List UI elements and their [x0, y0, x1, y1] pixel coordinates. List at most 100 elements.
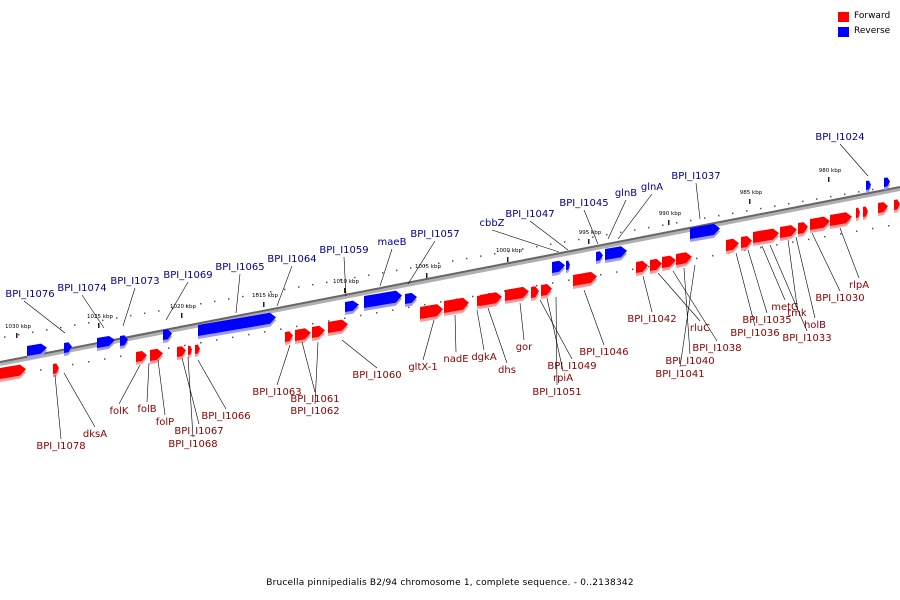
label-bpi-i1051: BPI_I1051	[532, 387, 581, 398]
tick-mark	[181, 313, 183, 318]
label-folk: folK	[110, 406, 129, 417]
leader-line	[761, 245, 786, 301]
label-bpi-i1069: BPI_I1069	[163, 270, 212, 281]
scale-dot	[536, 284, 538, 287]
leader-line	[672, 270, 718, 342]
reverse-gene-9	[552, 260, 565, 273]
label-metg: metG	[771, 302, 799, 313]
scale-dot	[158, 310, 160, 312]
scale-dot	[648, 226, 650, 229]
forward-gene-31	[863, 206, 868, 217]
label-bpi-i1024: BPI_I1024	[815, 132, 864, 143]
leader-line	[23, 300, 66, 334]
backbone-shadow	[0, 187, 900, 366]
scale-dot	[504, 290, 506, 292]
scale-dot	[270, 291, 272, 293]
tick-label: 990 kbp	[659, 211, 682, 217]
tick-label: 1005 kbp	[415, 264, 441, 270]
scale-dot	[18, 333, 20, 336]
legend: Forward Reverse	[838, 9, 890, 39]
tick-mark	[507, 257, 509, 262]
tick-mark	[426, 273, 428, 278]
scale-dot	[616, 271, 618, 273]
scale-dot	[824, 235, 826, 238]
scale-dot	[578, 238, 580, 241]
scale-dot	[480, 255, 482, 257]
label-dgka: dgkA	[471, 352, 496, 363]
leader-line	[555, 296, 558, 386]
tick-mark	[588, 239, 590, 244]
scale-dot	[760, 207, 762, 210]
forward-gene-12	[444, 297, 469, 313]
scale-dot	[344, 317, 346, 320]
scale-dot	[424, 264, 426, 267]
label-bpi-i1046: BPI_I1046	[579, 347, 628, 358]
scale-dot	[116, 317, 118, 319]
label-folp: folP	[156, 417, 174, 428]
reverse-gene-14	[866, 180, 871, 190]
scale-dot	[184, 344, 186, 347]
forward-gene-6	[195, 344, 200, 354]
scale-dot	[600, 274, 602, 276]
scale-dot	[788, 203, 790, 205]
label-bpi-i1038: BPI_I1038	[692, 343, 741, 354]
forward-gene-19	[636, 260, 648, 273]
label-bpi-i1073: BPI_I1073	[110, 276, 159, 287]
scale-dot	[88, 322, 90, 324]
backbone-line	[0, 186, 900, 363]
scale-dot	[606, 233, 608, 236]
leader-line	[487, 307, 508, 364]
leader-line	[695, 182, 701, 220]
scale-dot	[410, 267, 412, 269]
leader-line	[301, 341, 316, 393]
leader-line	[54, 374, 62, 440]
leader-line	[679, 264, 696, 368]
scale-dot	[382, 272, 384, 274]
forward-gene-0	[0, 364, 26, 379]
scale-dot	[40, 369, 42, 371]
scale-dot	[408, 306, 410, 309]
tick-label: 980 kbp	[819, 168, 842, 174]
label-bpi-i1036: BPI_I1036	[730, 328, 779, 339]
leader-line	[63, 372, 96, 428]
scale-dot	[844, 193, 846, 196]
scale-dot	[72, 363, 74, 366]
scale-dot	[74, 324, 76, 326]
scale-dot	[856, 230, 858, 232]
scale-dot	[792, 241, 794, 243]
scale-dot	[104, 358, 106, 360]
leader-line	[617, 193, 653, 240]
scale-dot	[200, 303, 202, 305]
reverse-gene-7	[364, 290, 402, 308]
leader-line	[607, 199, 627, 240]
tick-label: 1020 kbp	[170, 304, 196, 310]
label-bpi-i1030: BPI_I1030	[815, 293, 864, 304]
scale-dot	[298, 286, 300, 288]
scale-dot	[284, 288, 286, 291]
forward-gene-15	[505, 286, 529, 301]
reverse-gene-0	[27, 343, 47, 356]
label-bpi-i1078: BPI_I1078	[36, 441, 85, 452]
leader-line	[839, 143, 869, 177]
scale-dot	[340, 279, 342, 281]
tick-label: 985 kbp	[740, 190, 763, 196]
scale-dot	[718, 214, 720, 217]
label-gor: gor	[516, 342, 533, 353]
forward-gene-5	[188, 345, 192, 355]
label-gltx-1: gltX-1	[408, 362, 437, 373]
label-bpi-i1041: BPI_I1041	[655, 369, 704, 380]
tick-mark	[98, 323, 100, 328]
leader-line	[276, 265, 293, 307]
reverse-gene-8	[405, 292, 417, 304]
scale-dot	[536, 245, 538, 248]
tick-label: 1010 kbp	[333, 279, 359, 285]
scale-dot	[376, 312, 378, 314]
scale-dot	[696, 257, 698, 260]
label-bpi-i1047: BPI_I1047	[505, 209, 554, 220]
leader-line	[146, 362, 150, 403]
leader-line	[529, 220, 569, 251]
forward-gene-11	[420, 304, 443, 319]
tick-label: 1025 kbp	[87, 314, 113, 320]
leader-line	[735, 252, 756, 327]
leader-line	[187, 356, 194, 438]
